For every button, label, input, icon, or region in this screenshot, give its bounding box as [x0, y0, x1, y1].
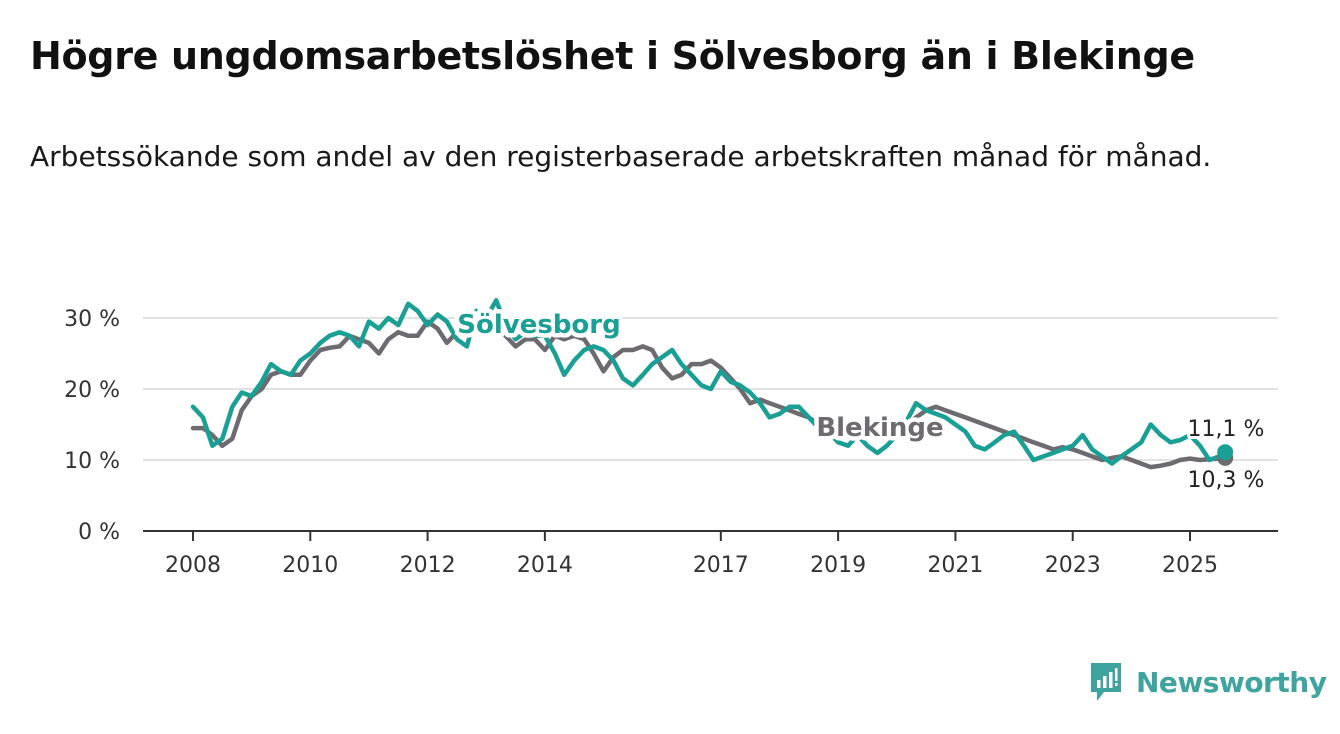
end-value-label: 10,3 % [1188, 468, 1265, 493]
x-tick-label: 2017 [693, 553, 749, 578]
x-tick-label: 2008 [165, 553, 221, 578]
series-label: Blekinge [816, 413, 943, 443]
series-line-blekinge [190, 317, 1228, 470]
chart-subtitle: Arbetssökande som andel av den registerb… [30, 140, 1212, 173]
y-tick-label: 0 % [78, 520, 120, 545]
newsworthy-icon [1091, 663, 1121, 701]
x-tick-label: 2012 [400, 553, 456, 578]
end-value-label: 11,1 % [1188, 417, 1265, 442]
end-value-label-halo: 11,1 % [1188, 417, 1265, 442]
chart-title: Högre ungdomsarbetslöshet i Sölvesborg ä… [30, 34, 1195, 78]
series-line-slvesborg [190, 298, 1228, 466]
y-tick-label: 10 % [64, 449, 120, 474]
x-tick-label: 2023 [1045, 553, 1101, 578]
y-tick-label: 30 % [64, 307, 120, 332]
y-tick-label: 20 % [64, 378, 120, 403]
x-tick-label: 2014 [517, 553, 573, 578]
x-tick-label: 2010 [282, 553, 338, 578]
x-tick-label: 2019 [810, 553, 866, 578]
end-value-label-halo: 10,3 % [1188, 468, 1265, 493]
brand-name: Newsworthy [1136, 665, 1327, 699]
x-tick-label: 2021 [927, 553, 983, 578]
series-label-halo: Blekinge [816, 413, 943, 443]
end-point-dot [1217, 444, 1234, 461]
series-label-halo: Sölvesborg [457, 310, 620, 340]
series-label: Sölvesborg [457, 310, 620, 340]
x-tick-label: 2025 [1162, 553, 1218, 578]
newsworthy-logo: Newsworthy [1088, 660, 1327, 704]
